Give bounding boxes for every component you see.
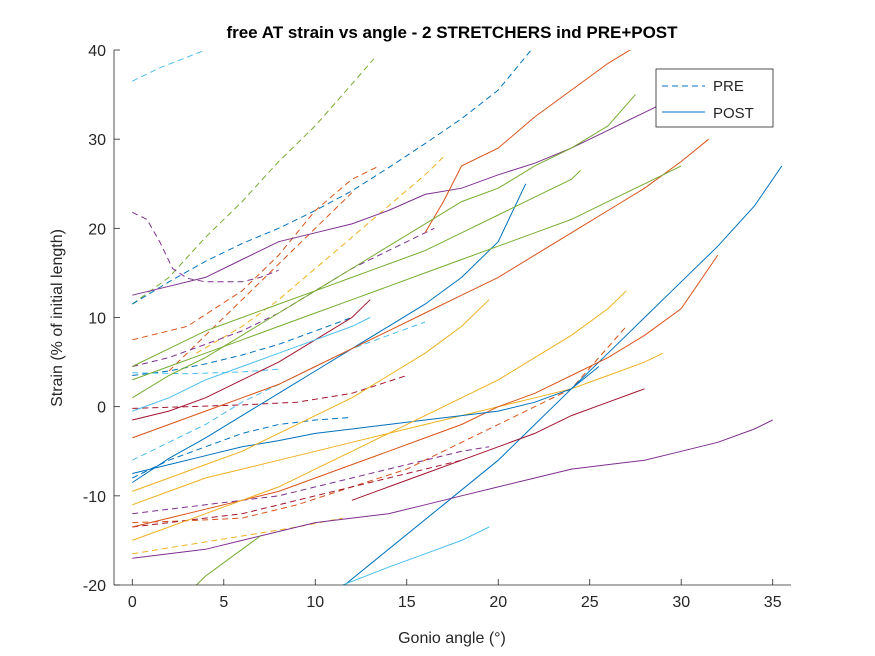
series-17-solid-line — [132, 76, 709, 296]
series-22-solid-line — [132, 138, 710, 439]
series-7-dashed-line — [132, 227, 435, 367]
series-35-solid-line — [195, 535, 261, 585]
series-26-solid-line — [132, 352, 664, 506]
x-tick-label: 5 — [219, 594, 228, 611]
series-21-solid-line — [343, 165, 783, 585]
series-30-solid-line — [132, 290, 627, 541]
series-9-dashed-line — [132, 368, 279, 375]
series-31-solid-line — [132, 299, 371, 421]
series-5-dashed-line — [196, 156, 444, 354]
series-32-solid-line — [132, 165, 682, 381]
y-tick-label: -10 — [83, 489, 106, 506]
legend-post-label: POST — [713, 105, 754, 122]
series-25-solid-line — [342, 526, 490, 585]
series-18-solid-line — [424, 50, 631, 234]
series-0-dashed-line — [132, 50, 206, 82]
y-axis-label: Strain (% of initial length) — [49, 229, 66, 407]
x-tick-label: 30 — [672, 594, 690, 611]
x-tick-label: 10 — [306, 594, 324, 611]
legend-box — [655, 68, 774, 128]
plot-area — [114, 50, 791, 585]
x-tick-label: 25 — [581, 594, 599, 611]
series-27-solid-line — [132, 254, 719, 528]
series-group — [132, 50, 783, 585]
series-12-dashed-line — [132, 416, 352, 479]
series-29-solid-line — [132, 366, 600, 474]
series-8-dashed-line — [132, 317, 353, 376]
chart-title: free AT strain vs angle - 2 STRETCHERS i… — [226, 23, 678, 42]
series-11-dashed-line — [132, 375, 407, 409]
x-tick-label: 35 — [764, 594, 782, 611]
y-tick-label: 0 — [97, 400, 106, 417]
series-24-solid-line — [132, 419, 773, 559]
series-33-solid-line — [132, 317, 371, 412]
series-2-dashed-line — [132, 211, 279, 283]
y-tick-label: -20 — [83, 578, 106, 595]
series-19-solid-line — [132, 94, 636, 399]
series-15-dashed-line — [132, 517, 343, 555]
series-4-dashed-line — [132, 165, 380, 341]
legend: PRE POST — [655, 68, 774, 128]
series-23-solid-line — [132, 170, 581, 367]
series-28-solid-line — [351, 388, 645, 501]
series-20-solid-line — [132, 183, 527, 483]
axes-group: 0 5 10 15 20 25 30 35 -20 -10 0 10 20 30 40 — [83, 43, 791, 611]
series-14-dashed-line — [132, 446, 490, 515]
y-tick-label: 40 — [88, 43, 106, 60]
x-tick-label: 20 — [489, 594, 507, 611]
series-13-dashed-line — [132, 326, 627, 524]
x-tick-label: 0 — [128, 594, 137, 611]
series-34-solid-line — [132, 299, 490, 492]
y-tick-label: 20 — [88, 221, 106, 238]
legend-pre-label: PRE — [713, 78, 744, 95]
x-axis-label: Gonio angle (°) — [398, 630, 506, 647]
x-tick-label: 15 — [398, 594, 416, 611]
y-tick-label: 30 — [88, 132, 106, 149]
y-tick-label: 10 — [88, 311, 106, 328]
series-1-dashed-line — [132, 58, 375, 305]
series-6-dashed-line — [168, 192, 353, 372]
